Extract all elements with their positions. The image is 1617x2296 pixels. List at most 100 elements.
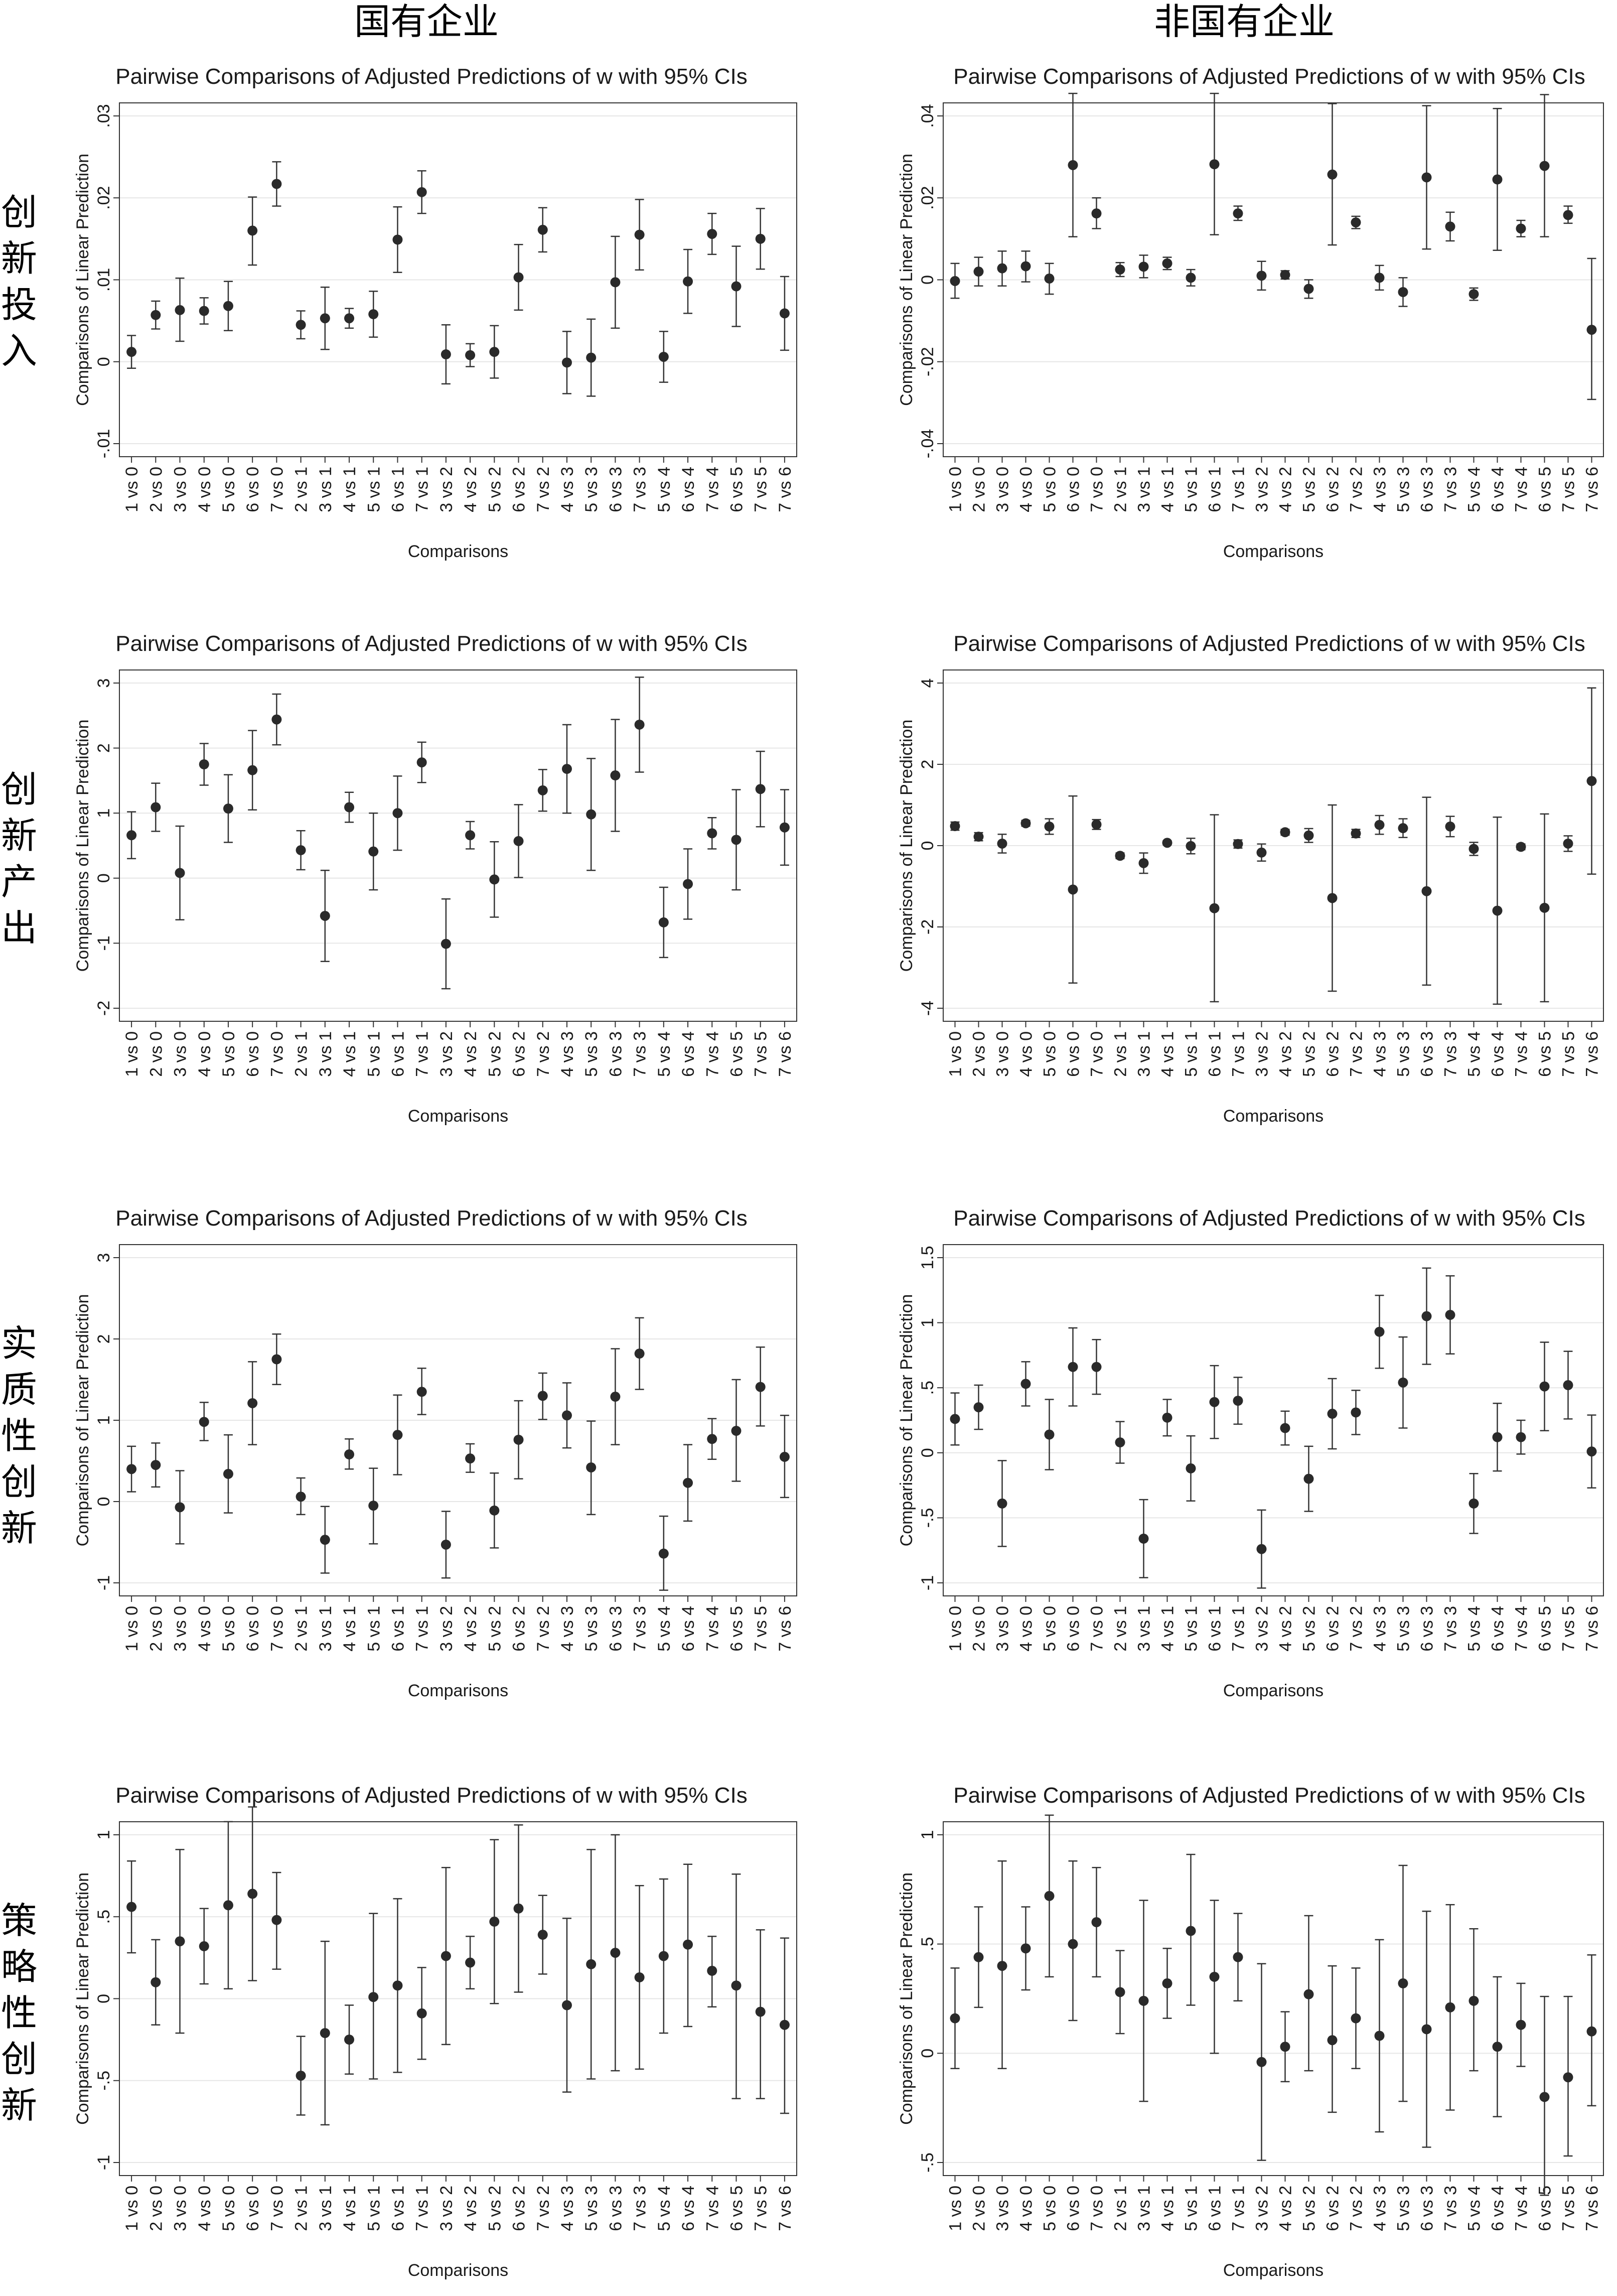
point-estimate — [950, 1414, 960, 1424]
point-estimate — [1303, 284, 1314, 294]
point-estimate — [1020, 818, 1031, 829]
x-tick-label: 5 vs 4 — [655, 1606, 674, 1652]
point-estimate — [296, 320, 306, 330]
x-tick-label: 5 vs 3 — [582, 1606, 601, 1652]
plot-frame — [943, 102, 1604, 457]
point-estimate — [1233, 1952, 1243, 1962]
x-tick-label: 3 vs 1 — [1135, 2186, 1154, 2231]
point-estimate — [1516, 842, 1526, 852]
point-estimate — [610, 1392, 621, 1402]
point-estimate — [368, 1992, 379, 2002]
x-tick-label: 5 vs 2 — [485, 467, 504, 512]
point-estimate — [489, 1917, 500, 1927]
x-tick-label: 6 vs 5 — [727, 1031, 746, 1077]
x-tick-label: 6 vs 2 — [1324, 467, 1343, 512]
x-tick-label: 1 vs 0 — [946, 2186, 965, 2231]
y-tick-label: .5 — [918, 1937, 937, 1951]
x-tick-label: 6 vs 1 — [1206, 467, 1225, 512]
point-estimate — [1303, 1989, 1314, 1999]
x-tick-label: 5 vs 3 — [1394, 2186, 1413, 2231]
point-estimate — [1233, 1396, 1243, 1406]
point-estimate — [271, 179, 282, 189]
y-tick-label: 1.5 — [918, 1246, 937, 1269]
x-tick-label: 7 vs 3 — [1441, 2186, 1460, 2231]
x-tick-label: 6 vs 0 — [1064, 2186, 1083, 2231]
x-tick-label: 7 vs 4 — [1512, 1606, 1531, 1652]
point-estimate — [126, 347, 137, 357]
point-estimate — [683, 276, 693, 287]
y-tick-label: 1 — [918, 1318, 937, 1327]
point-estimate — [465, 1957, 476, 1968]
x-tick-label: 4 vs 2 — [1276, 2186, 1295, 2231]
point-estimate — [1044, 821, 1055, 832]
point-estimate — [1020, 261, 1031, 272]
row-label-char: 新 — [1, 237, 37, 280]
x-tick-label: 4 vs 1 — [1158, 1031, 1178, 1077]
x-tick-label: 5 vs 1 — [364, 467, 383, 512]
point-estimate — [368, 846, 379, 857]
x-tick-label: 7 vs 2 — [534, 467, 553, 512]
x-tick-label: 3 vs 0 — [171, 1606, 190, 1652]
point-estimate — [1280, 269, 1290, 280]
x-tick-label: 5 vs 0 — [219, 467, 238, 512]
x-tick-label: 4 vs 2 — [1276, 1606, 1295, 1652]
point-estimate — [1492, 1432, 1503, 1442]
point-estimate — [175, 868, 185, 878]
x-tick-label: 4 vs 0 — [1017, 1606, 1036, 1652]
plot-frame — [943, 669, 1604, 1022]
row-label-char: 性 — [1, 1415, 37, 1457]
x-tick-label: 6 vs 3 — [1418, 467, 1437, 512]
point-estimate — [610, 277, 621, 288]
point-estimate — [199, 1941, 209, 1952]
row-label-char: 实 — [1, 1322, 37, 1365]
point-estimate — [1162, 258, 1172, 268]
x-tick-label: 4 vs 3 — [558, 467, 577, 512]
point-estimate — [1516, 2019, 1526, 2030]
point-estimate — [175, 1936, 185, 1947]
point-estimate — [416, 187, 427, 197]
x-tick-label: 4 vs 3 — [1371, 467, 1390, 512]
point-estimate — [634, 719, 645, 730]
point-estimate — [1351, 2013, 1361, 2023]
x-tick-label: 2 vs 0 — [146, 1606, 166, 1652]
x-tick-label: 7 vs 0 — [1088, 1031, 1107, 1077]
x-tick-label: 5 vs 0 — [219, 2186, 238, 2231]
point-estimate — [1398, 287, 1408, 297]
point-estimate — [755, 784, 766, 794]
point-estimate — [950, 821, 960, 832]
x-tick-label: 5 vs 2 — [1300, 2186, 1319, 2231]
x-tick-label: 7 vs 2 — [534, 1031, 553, 1077]
x-axis-label: Comparisons — [1223, 2261, 1324, 2280]
x-axis-label: Comparisons — [408, 542, 508, 561]
point-estimate — [344, 802, 355, 813]
point-estimate — [1563, 838, 1573, 849]
point-estimate — [1186, 1926, 1196, 1936]
x-tick-label: 3 vs 2 — [437, 1606, 456, 1652]
x-tick-label: 5 vs 3 — [1394, 1606, 1413, 1652]
plot-frame — [119, 1244, 797, 1596]
point-estimate — [537, 1391, 548, 1401]
x-tick-label: 7 vs 3 — [1441, 1606, 1460, 1652]
chart-panel: Pairwise Comparisons of Adjusted Predict… — [73, 1783, 797, 2280]
x-tick-label: 6 vs 0 — [1064, 1031, 1083, 1077]
x-tick-label: 4 vs 3 — [558, 1606, 577, 1652]
point-estimate — [537, 785, 548, 795]
x-tick-label: 2 vs 0 — [146, 2186, 166, 2231]
y-tick-label: .01 — [94, 268, 113, 292]
point-estimate — [416, 757, 427, 768]
y-axis-label: Comparisons of Linear Prediction — [73, 720, 92, 972]
x-tick-label: 2 vs 1 — [1111, 2186, 1130, 2231]
x-tick-label: 3 vs 0 — [171, 2186, 190, 2231]
point-estimate — [1445, 821, 1455, 832]
x-tick-label: 5 vs 0 — [1041, 1606, 1060, 1652]
point-estimate — [465, 350, 476, 360]
point-estimate — [1445, 2002, 1455, 2012]
point-estimate — [1209, 1971, 1220, 1982]
x-tick-label: 7 vs 1 — [413, 1606, 432, 1652]
x-tick-label: 2 vs 1 — [292, 467, 311, 512]
point-estimate — [1068, 1362, 1078, 1372]
chart-title: Pairwise Comparisons of Adjusted Predict… — [953, 1783, 1585, 1808]
x-tick-label: 6 vs 1 — [1206, 1606, 1225, 1652]
x-tick-label: 3 vs 0 — [993, 2186, 1012, 2231]
point-estimate — [368, 1501, 379, 1511]
